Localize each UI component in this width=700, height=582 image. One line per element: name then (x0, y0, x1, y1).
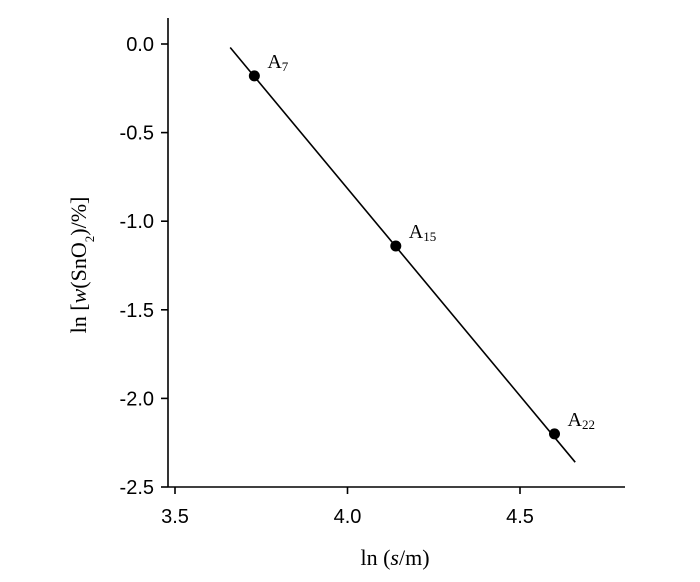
y-tick-label: -2.0 (120, 388, 154, 410)
axes (167, 18, 625, 488)
data-point (549, 428, 560, 440)
y-axis-label: ln [w(SnO2)/%] (66, 197, 97, 334)
point-label: A7 (267, 51, 288, 74)
x-axis-label: ln (s/m) (360, 545, 429, 570)
x-tick-label: 4.0 (334, 506, 362, 528)
x-tick-label: 3.5 (161, 506, 189, 528)
y-tick-label: -2.5 (120, 477, 154, 499)
data-point (390, 240, 402, 252)
ticks: 3.5 4.0 4.5 0.0 -0.5 -1.0 -1.5 -2.0 -2.5 (120, 34, 534, 528)
point-label: A15 (409, 221, 436, 244)
fit-line-group (229, 47, 576, 463)
x-tick-label: 4.5 (506, 506, 534, 528)
y-tick-label: -0.5 (120, 123, 154, 145)
data-point (248, 70, 260, 82)
y-tick-label: 0.0 (126, 34, 154, 56)
y-tick-label: -1.0 (120, 211, 154, 233)
fit-line (229, 47, 576, 463)
point-label: A22 (568, 409, 595, 432)
y-tick-label: -1.5 (120, 300, 154, 322)
data-points: A7 A15 A22 (248, 51, 595, 440)
